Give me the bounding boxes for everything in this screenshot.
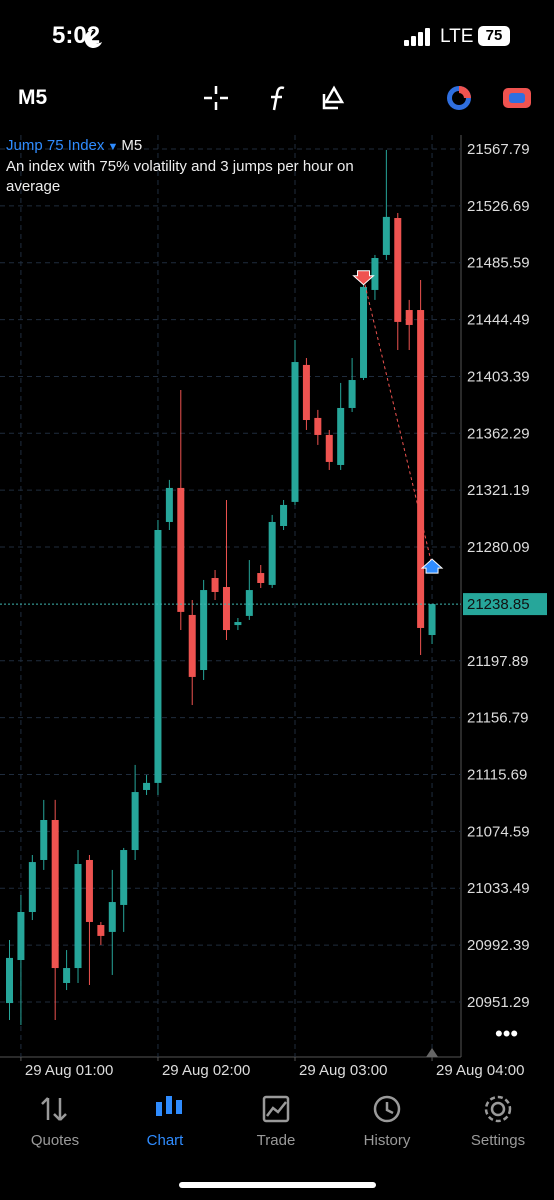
more-button[interactable]: ••• [495, 1021, 518, 1046]
y-tick-label: 21485.59 [467, 255, 530, 272]
candle-body [97, 925, 105, 936]
y-tick-label: 21074.59 [467, 823, 530, 840]
candle-body [120, 850, 128, 905]
candle-body [394, 218, 402, 322]
candle-body [17, 912, 25, 961]
candle-body [348, 380, 356, 408]
y-tick-label: 21526.69 [467, 198, 530, 215]
y-tick-label: 21280.09 [467, 539, 530, 556]
symbol-description: An index with 75% volatility and 3 jumps… [6, 158, 354, 195]
candle-body [85, 859, 93, 922]
candle-body [51, 819, 59, 969]
candle-body [371, 257, 379, 290]
moon-icon [84, 29, 102, 48]
battery: 75 [478, 26, 510, 46]
trade-line [363, 278, 433, 566]
candle-body [360, 286, 368, 378]
candle-body [177, 487, 185, 612]
candle-body [63, 968, 71, 983]
candle-body [291, 362, 299, 502]
y-tick-label: 21156.79 [467, 710, 528, 727]
signal-icon [404, 28, 430, 46]
x-tick-label: 29 Aug 02:00 [162, 1062, 250, 1079]
timeframe-button[interactable]: M5 [18, 86, 48, 109]
buy-arrow [420, 558, 444, 574]
candle-body [268, 521, 276, 585]
candle-body [211, 578, 219, 592]
account-icons[interactable] [444, 84, 534, 112]
sell-arrow [352, 270, 375, 286]
candle-body [28, 862, 36, 913]
price-chart[interactable]: 21567.79 21526.69 21485.59 21444.49 21403.39… [0, 0, 554, 1085]
candle-body [222, 587, 230, 631]
y-tick-label: 21567.79 [467, 141, 530, 158]
candle-body [428, 604, 436, 636]
candle-body [108, 902, 116, 932]
network-label: LTE [440, 26, 474, 47]
tab-button[interactable]: Chart [146, 1132, 184, 1149]
candle-body [200, 590, 208, 671]
x-tick-label: 29 Aug 03:00 [299, 1062, 387, 1079]
x-tick-label: 29 Aug 04:00 [436, 1062, 524, 1079]
tab-button[interactable]: Trade [256, 1132, 296, 1149]
candle-body [257, 573, 265, 583]
candle-body [325, 434, 333, 462]
candle-body [337, 407, 345, 465]
candle-body [40, 819, 48, 860]
tab-button[interactable]: Quotes [30, 1132, 80, 1149]
candle-body [131, 792, 139, 851]
candle-body [314, 417, 322, 435]
y-tick-label: 21321.19 [467, 482, 530, 499]
current-price-box [463, 593, 547, 616]
y-tick-label: 20992.39 [467, 937, 530, 954]
y-tick-label: 20951.29 [467, 994, 530, 1011]
candle-body [245, 590, 253, 616]
current-price-label: 21238.85 [467, 596, 530, 613]
candle-body [6, 957, 13, 1004]
candle-body [234, 622, 242, 626]
candle-body [382, 216, 390, 255]
tab-button[interactable]: History [363, 1132, 411, 1149]
candle-body [405, 310, 413, 325]
candle-body [417, 310, 425, 628]
candle-body [302, 364, 310, 421]
candle-body [165, 487, 173, 522]
candle-body [188, 614, 196, 677]
tab-button[interactable]: Settings [470, 1132, 526, 1149]
y-tick-label: 21033.49 [467, 880, 530, 897]
candle-body [74, 863, 82, 969]
home-indicator [179, 1182, 376, 1188]
x-tick-label: 29 Aug 01:00 [25, 1062, 113, 1079]
candle-body [143, 782, 151, 790]
candle-body [154, 530, 162, 783]
symbol-timeframe: M5 [121, 137, 143, 154]
y-tick-label: 21444.49 [467, 312, 530, 329]
y-tick-label: 21362.29 [467, 425, 530, 442]
candle-body [280, 504, 288, 526]
y-tick-label: 21115.69 [467, 766, 527, 783]
toolbar-icons[interactable] [200, 82, 360, 114]
symbol-name[interactable]: Jump 75 Index [6, 137, 105, 154]
current-marker [426, 1048, 439, 1057]
chart-header: Jump 75 Index ▼ M5 An index with 75% vol… [6, 137, 354, 195]
y-tick-label: 21197.89 [467, 653, 528, 670]
y-tick-label: 21403.39 [467, 368, 530, 385]
tab-icons [41, 1095, 512, 1123]
